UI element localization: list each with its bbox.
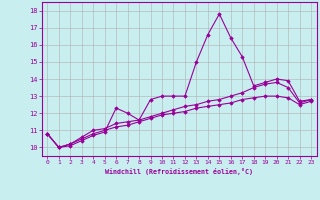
X-axis label: Windchill (Refroidissement éolien,°C): Windchill (Refroidissement éolien,°C)	[105, 168, 253, 175]
